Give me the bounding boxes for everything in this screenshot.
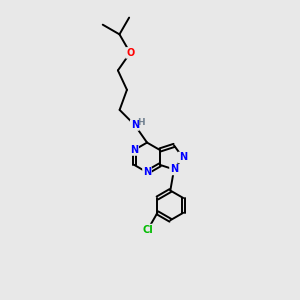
Text: Cl: Cl: [142, 225, 153, 235]
Text: O: O: [126, 48, 134, 58]
Text: N: N: [131, 120, 139, 130]
Text: N: N: [179, 152, 187, 162]
Text: N: N: [130, 145, 138, 155]
Text: N: N: [170, 164, 178, 175]
Text: H: H: [137, 118, 145, 127]
Text: N: N: [143, 167, 151, 177]
